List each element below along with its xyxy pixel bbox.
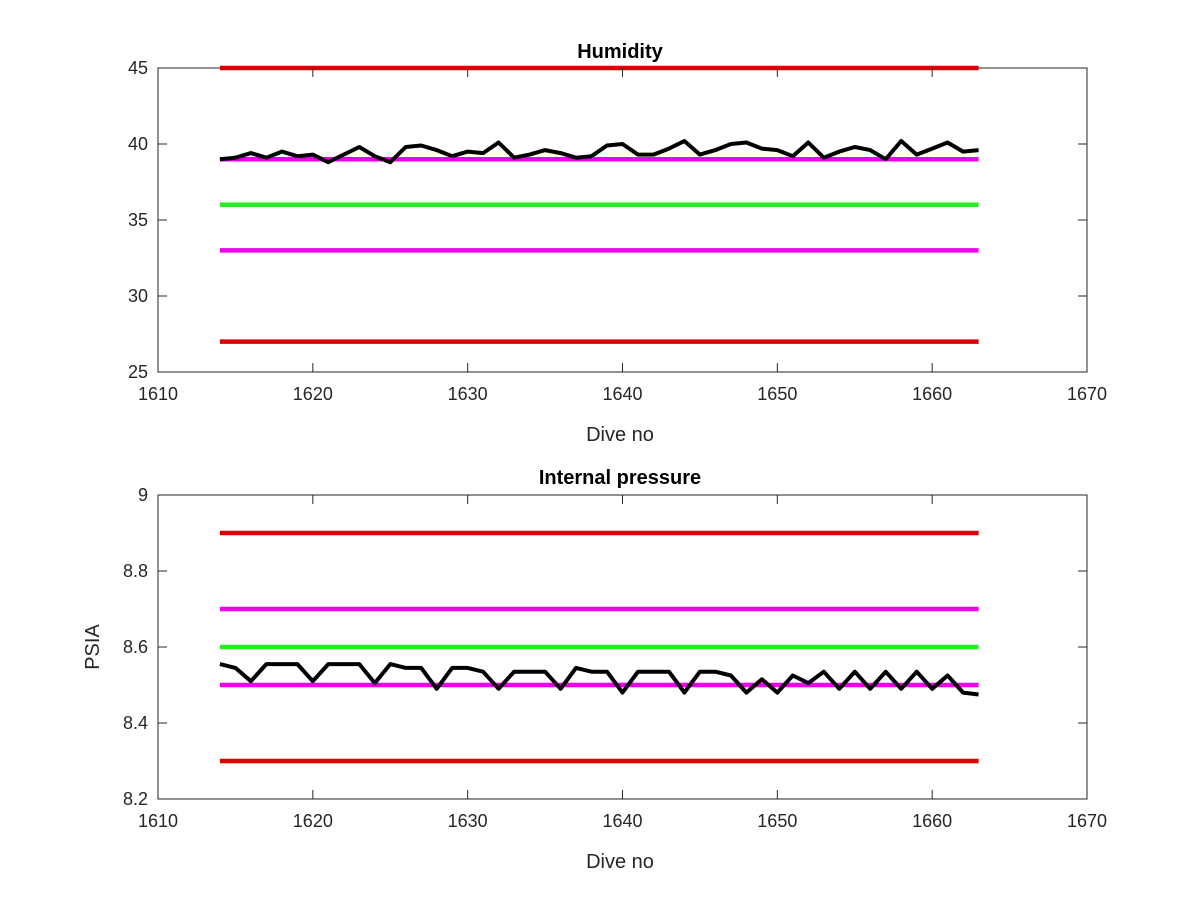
pressure-ticks: 1610 1620 1630 1640 1650 1660 1670 8.2 8.4 8.6 8.8…: [123, 485, 1107, 831]
pressure-xtick-label: 1620: [293, 811, 333, 831]
humidity-xtick-label: 1650: [757, 384, 797, 404]
humidity-series: [219, 139, 979, 165]
humidity-xtick-label: 1630: [448, 384, 488, 404]
humidity-xtick-label: 1640: [602, 384, 642, 404]
humidity-xtick-label: 1670: [1067, 384, 1107, 404]
pressure-xtick-label: 1660: [912, 811, 952, 831]
pressure-axes: 1610 1620 1630 1640 1650 1660 1670 8.2 8.4 8.6 8.8…: [82, 467, 1107, 873]
pressure-xlabel: Dive no: [586, 851, 654, 873]
pressure-ytick-label: 8.6: [123, 637, 148, 657]
humidity-ytick-label: 45: [128, 58, 148, 78]
humidity-xtick-label: 1660: [912, 384, 952, 404]
pressure-threshold-lines: [219, 530, 979, 764]
humidity-ytick-label: 30: [128, 286, 148, 306]
humidity-xtick-label: 1610: [138, 384, 178, 404]
humidity-xlabel: Dive no: [586, 424, 654, 446]
pressure-ytick-label: 8.4: [123, 713, 148, 733]
pressure-data-line-0: [219, 662, 979, 697]
pressure-xtick-label: 1630: [448, 811, 488, 831]
pressure-ytick-label: 8.2: [123, 789, 148, 809]
pressure-xtick-label: 1670: [1067, 811, 1107, 831]
pressure-ylabel: PSIA: [82, 624, 104, 670]
pressure-ytick-label: 9: [138, 485, 148, 505]
pressure-xtick-label: 1650: [757, 811, 797, 831]
humidity-title: Humidity: [577, 41, 663, 63]
humidity-threshold-lines: [219, 65, 979, 344]
humidity-ytick-label: 35: [128, 210, 148, 230]
humidity-ytick-label: 25: [128, 362, 148, 382]
pressure-title: Internal pressure: [539, 467, 701, 489]
pressure-xtick-label: 1640: [602, 811, 642, 831]
pressure-ytick-label: 8.8: [123, 561, 148, 581]
humidity-ytick-label: 40: [128, 134, 148, 154]
humidity-axes: 1610 1620 1630 1640 1650 1660 1670 25 30 35 40 45 H…: [128, 41, 1107, 446]
pressure-series: [219, 662, 979, 697]
humidity-plot-box: [157, 67, 1088, 373]
humidity-xtick-label: 1620: [293, 384, 333, 404]
pressure-xtick-label: 1610: [138, 811, 178, 831]
humidity-data-line-0: [219, 139, 979, 165]
humidity-ticks: 1610 1620 1630 1640 1650 1660 1670 25 30 35 40 45: [128, 58, 1107, 404]
